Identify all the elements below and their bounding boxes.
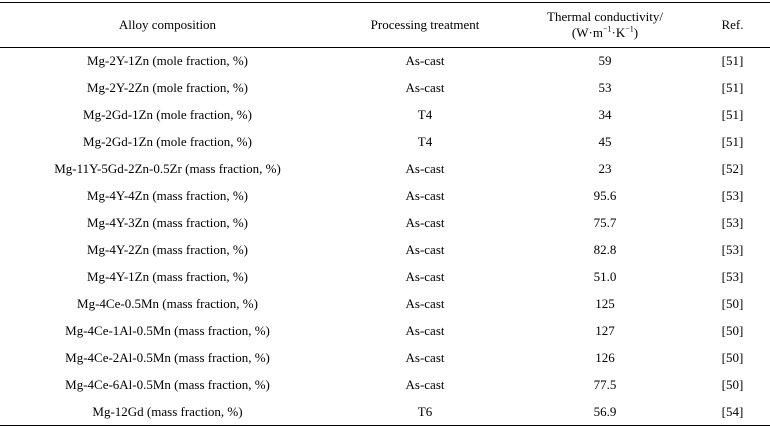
- cell-ref: [53]: [721, 215, 744, 230]
- table-row: Mg-11Y-5Gd-2Zn-0.5Zr (mass fraction, %) A…: [0, 156, 770, 183]
- cell-ref: [53]: [721, 188, 744, 203]
- table-body: Mg-2Y-1Zn (mole fraction, %) As-cast 59 [51…: [0, 48, 770, 426]
- cell-ref: [51]: [721, 134, 744, 149]
- cell-thermal-conductivity: 56.9: [515, 398, 695, 426]
- cell-alloy-composition: Mg-4Ce-2Al-0.5Mn (mass fraction, %): [65, 350, 270, 365]
- cell-alloy-composition: Mg-4Y-1Zn (mass fraction, %): [86, 269, 248, 284]
- table-row: Mg-4Y-3Zn (mass fraction, %) As-cast 75.7 […: [0, 210, 770, 237]
- cell-thermal-conductivity: 126: [595, 350, 615, 365]
- unit-part-mid: ·K: [611, 25, 626, 40]
- cell-alloy-composition: Mg-4Ce-0.5Mn (mass fraction, %): [77, 296, 258, 311]
- cell-thermal-conductivity: 77.5: [593, 377, 617, 392]
- unit-part-close: ): [633, 25, 639, 40]
- cell-thermal-conductivity: 51.0: [593, 269, 617, 284]
- table-row: Mg-2Y-2Zn (mole fraction, %) As-cast 53 [51…: [0, 75, 770, 102]
- cell-processing-treatment: As-cast: [405, 53, 445, 69]
- table-row: Mg-4Y-2Zn (mass fraction, %) As-cast 82.8 […: [0, 237, 770, 264]
- table-row: Mg-4Y-4Zn (mass fraction, %) As-cast 95.6 […: [0, 183, 770, 210]
- cell-thermal-conductivity: 45: [598, 134, 612, 149]
- cell-alloy-composition: Mg-4Ce-1Al-0.5Mn (mass fraction, %): [65, 323, 270, 338]
- header-conductivity-label: Thermal conductivity/: [547, 9, 663, 24]
- cell-alloy-composition: Mg-2Gd-1Zn (mole fraction, %): [83, 107, 252, 122]
- cell-alloy-composition: Mg-2Y-2Zn (mole fraction, %): [86, 80, 248, 95]
- header-conductivity-unit: (W·m−1·K−1): [515, 25, 695, 41]
- cell-ref: [50]: [721, 323, 744, 338]
- header-processing-treatment: Processing treatment: [335, 2, 515, 48]
- cell-ref: [53]: [721, 269, 744, 284]
- cell-alloy-composition: Mg-4Ce-6Al-0.5Mn (mass fraction, %): [65, 377, 270, 392]
- header-thermal-conductivity: Thermal conductivity/ (W·m−1·K−1): [515, 2, 695, 48]
- cell-alloy-composition: Mg-2Y-1Zn (mole fraction, %): [86, 53, 248, 69]
- cell-thermal-conductivity: 53: [598, 80, 612, 95]
- table-row: Mg-4Y-1Zn (mass fraction, %) As-cast 51.0 […: [0, 264, 770, 291]
- cell-thermal-conductivity: 125: [595, 296, 615, 311]
- cell-processing-treatment: As-cast: [405, 188, 445, 203]
- cell-ref: [54]: [695, 398, 770, 426]
- cell-processing-treatment: As-cast: [405, 269, 445, 284]
- cell-ref: [50]: [721, 350, 744, 365]
- cell-alloy-composition: Mg-11Y-5Gd-2Zn-0.5Zr (mass fraction, %): [54, 161, 281, 176]
- table-row: Mg-2Y-1Zn (mole fraction, %) As-cast 59 [51…: [0, 48, 770, 75]
- cell-alloy-composition: Mg-4Y-2Zn (mass fraction, %): [86, 242, 248, 257]
- cell-thermal-conductivity: 82.8: [593, 242, 617, 257]
- cell-thermal-conductivity: 23: [598, 161, 612, 176]
- cell-ref: [51]: [721, 107, 744, 122]
- table-row: Mg-4Ce-0.5Mn (mass fraction, %) As-cast 12…: [0, 291, 770, 318]
- cell-ref: [51]: [721, 80, 744, 95]
- unit-exponent-2: −1: [625, 24, 634, 34]
- table-header: Alloy composition Processing treatment T…: [0, 2, 770, 48]
- cell-processing-treatment: As-cast: [405, 80, 445, 95]
- header-ref: Ref.: [695, 2, 770, 48]
- cell-ref: [50]: [721, 296, 744, 311]
- table-row: Mg-4Ce-6Al-0.5Mn (mass fraction, %) As-ca…: [0, 372, 770, 399]
- cell-processing-treatment: As-cast: [405, 323, 445, 338]
- cell-processing-treatment: T4: [417, 134, 433, 149]
- cell-processing-treatment: As-cast: [405, 215, 445, 230]
- cell-thermal-conductivity: 59: [598, 53, 612, 69]
- header-alloy-composition: Alloy composition: [0, 2, 335, 48]
- cell-processing-treatment: T4: [417, 107, 433, 122]
- header-row: Alloy composition Processing treatment T…: [0, 2, 770, 48]
- cell-thermal-conductivity: 75.7: [593, 215, 617, 230]
- cell-ref: [52]: [721, 161, 744, 176]
- cell-thermal-conductivity: 95.6: [593, 188, 617, 203]
- table-row: Mg-4Ce-1Al-0.5Mn (mass fraction, %) As-ca…: [0, 318, 770, 345]
- cell-processing-treatment: As-cast: [405, 242, 445, 257]
- table-row: Mg-12Gd (mass fraction, %) T6 56.9 [54]: [0, 398, 770, 426]
- cell-processing-treatment: As-cast: [405, 161, 445, 176]
- cell-ref: [53]: [721, 242, 744, 257]
- table-row: Mg-2Gd-1Zn (mole fraction, %) T4 34 [51]: [0, 102, 770, 129]
- cell-processing-treatment: T6: [335, 398, 515, 426]
- table-row: Mg-2Gd-1Zn (mole fraction, %) T4 45 [51]: [0, 129, 770, 156]
- cell-processing-treatment: As-cast: [405, 296, 445, 311]
- cell-processing-treatment: As-cast: [405, 350, 445, 365]
- cell-alloy-composition: Mg-4Y-4Zn (mass fraction, %): [86, 188, 248, 203]
- unit-part-open: (W·m: [571, 25, 603, 40]
- cell-thermal-conductivity: 34: [598, 107, 612, 122]
- cell-thermal-conductivity: 127: [595, 323, 615, 338]
- unit-exponent-1: −1: [602, 24, 612, 34]
- cell-alloy-composition: Mg-4Y-3Zn (mass fraction, %): [86, 215, 248, 230]
- cell-alloy-composition: Mg-12Gd (mass fraction, %): [0, 398, 335, 426]
- cell-alloy-composition: Mg-2Gd-1Zn (mole fraction, %): [83, 134, 252, 149]
- cell-ref: [50]: [721, 377, 744, 392]
- table-row: Mg-4Ce-2Al-0.5Mn (mass fraction, %) As-ca…: [0, 345, 770, 372]
- cell-ref: [51]: [721, 53, 744, 69]
- cell-processing-treatment: As-cast: [405, 377, 445, 392]
